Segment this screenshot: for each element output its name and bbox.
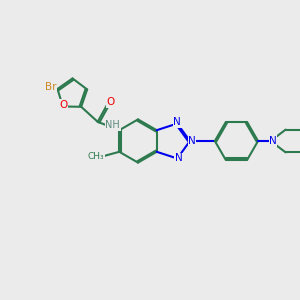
Text: CH₃: CH₃ xyxy=(88,152,104,161)
Text: N: N xyxy=(188,136,196,146)
Text: O: O xyxy=(60,100,68,110)
Text: O: O xyxy=(107,97,115,107)
Text: N: N xyxy=(269,136,277,146)
Text: N: N xyxy=(175,154,183,164)
Text: NH: NH xyxy=(105,120,120,130)
Text: N: N xyxy=(173,117,181,127)
Text: Br: Br xyxy=(45,82,57,92)
